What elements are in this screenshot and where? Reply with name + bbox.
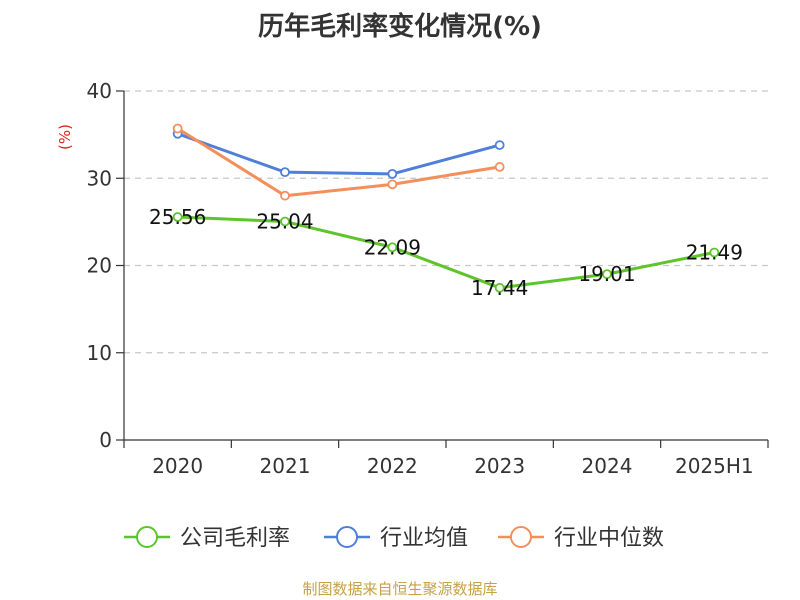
data-point bbox=[602, 269, 612, 280]
x-tick-label: 2021 bbox=[260, 454, 311, 478]
y-tick-label: 30 bbox=[87, 166, 112, 190]
data-point bbox=[387, 168, 398, 179]
legend-marker bbox=[136, 526, 158, 548]
y-tick-label: 20 bbox=[87, 254, 112, 278]
legend-marker bbox=[510, 526, 532, 548]
data-label: 25.56 bbox=[149, 205, 206, 229]
y-tick-label: 40 bbox=[87, 79, 112, 103]
series-0: 25.56 25.04 22.09 17.44 19.01 21.49 bbox=[149, 205, 743, 300]
data-label: 22.09 bbox=[364, 235, 421, 259]
series-line bbox=[177, 215, 715, 290]
source-note: 制图数据来自恒生聚源数据库 bbox=[302, 580, 498, 598]
legend-item-0: 公司毛利率 bbox=[124, 526, 290, 551]
data-point bbox=[172, 123, 183, 134]
data-label: 19.01 bbox=[578, 262, 635, 286]
data-point bbox=[494, 162, 505, 172]
x-tick-label: 2020 bbox=[152, 454, 203, 478]
series-line bbox=[177, 132, 501, 176]
x-tick-label: 2024 bbox=[582, 454, 633, 478]
chart-title: 历年毛利率变化情况(%) bbox=[258, 12, 542, 42]
legend-item-2: 行业中位数 bbox=[498, 526, 664, 551]
data-label: 17.44 bbox=[471, 276, 528, 300]
y-tick-label: 10 bbox=[87, 341, 112, 365]
x-tick-label: 2023 bbox=[474, 454, 525, 478]
data-point bbox=[387, 242, 398, 253]
legend-label: 公司毛利率 bbox=[180, 526, 290, 551]
series-line bbox=[176, 127, 500, 198]
x-tick-label: 2025H1 bbox=[675, 454, 754, 478]
data-point bbox=[172, 212, 183, 222]
legend-item-1: 行业均值 bbox=[324, 526, 468, 551]
legend-marker bbox=[336, 526, 358, 548]
legend-label: 行业中位数 bbox=[554, 526, 664, 551]
data-point bbox=[280, 167, 290, 178]
data-point bbox=[387, 179, 398, 190]
data-label: 21.49 bbox=[686, 240, 743, 264]
legend-label: 行业均值 bbox=[380, 526, 468, 551]
data-label: 25.04 bbox=[256, 210, 313, 234]
data-point bbox=[280, 216, 290, 227]
y-tick-label: 0 bbox=[99, 428, 112, 452]
x-tick-label: 2022 bbox=[367, 454, 418, 478]
data-point bbox=[494, 282, 505, 293]
data-point bbox=[709, 247, 720, 258]
data-point bbox=[280, 190, 290, 201]
series-2 bbox=[172, 123, 505, 201]
data-point bbox=[494, 140, 505, 150]
series-1 bbox=[172, 128, 505, 179]
